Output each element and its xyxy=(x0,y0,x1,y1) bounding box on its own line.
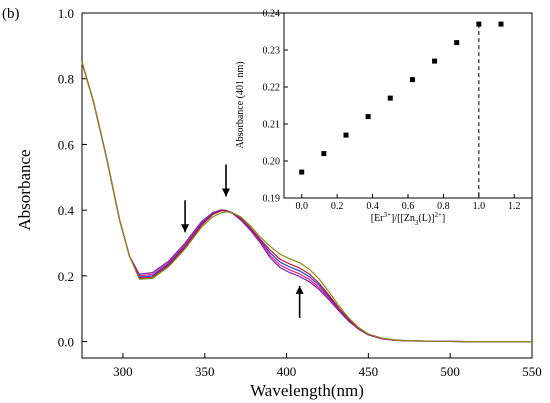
main-y-tick-label: 0.8 xyxy=(58,72,74,87)
inset-x-tick-label: 0.6 xyxy=(402,201,415,212)
main-x-tick-label: 550 xyxy=(522,364,542,379)
inset-y-axis-title: Absorbance (401 nm) xyxy=(235,61,246,148)
main-y-ticks: 0.0 0.2 0.4 0.6 0.8 1.0 xyxy=(58,6,87,350)
inset-x-tick-label: 0.8 xyxy=(437,201,450,212)
main-y-tick-label: 0.4 xyxy=(58,203,75,218)
inset-data-point xyxy=(409,77,415,83)
inset-data-point xyxy=(365,114,371,120)
inset-y-ticks: 0.19 0.20 0.21 0.22 0.23 0.24 xyxy=(263,9,288,205)
inset-y-tick-label: 0.20 xyxy=(263,157,281,168)
inset-chart: 0.0 0.2 0.4 0.6 0.8 1.0 1.2 0.190.200.210.220.… xyxy=(235,9,533,227)
main-x-ticks: 300 350 400 450 500 550 xyxy=(113,353,542,379)
inset-y-tick-label: 0.19 xyxy=(263,194,281,205)
inset-x-tick-label: 1.0 xyxy=(473,201,486,212)
spectrum-line-5 xyxy=(81,62,532,343)
inset-data-point xyxy=(321,151,327,157)
main-chart: 300 350 400 450 500 550 0.0 0.2 0.4 0.6 0.8 1.0 Wa… xyxy=(15,6,542,400)
inset-data-point xyxy=(387,95,393,101)
inset-y-tick-label: 0.22 xyxy=(263,83,281,94)
main-arrows xyxy=(181,164,304,318)
main-x-tick-label: 300 xyxy=(113,364,133,379)
panel-label: (b) xyxy=(2,6,20,22)
inset-data-point xyxy=(343,132,349,138)
inset-y-tick-label: 0.24 xyxy=(263,9,281,20)
main-y-tick-label: 0.2 xyxy=(58,269,74,284)
main-x-tick-label: 350 xyxy=(195,364,215,379)
main-y-tick-label: 0.6 xyxy=(58,137,75,152)
main-y-tick-label: 0.0 xyxy=(58,335,74,350)
inset-x-tick-label: 0.0 xyxy=(295,201,308,212)
arrow-down-head xyxy=(181,224,190,233)
inset-plot-frame xyxy=(283,12,533,199)
main-y-axis-title: Absorbance xyxy=(15,149,34,230)
inset-data-point xyxy=(299,169,305,175)
inset-x-ticks: 0.0 0.2 0.4 0.6 0.8 1.0 1.2 xyxy=(295,194,521,212)
arrow-up-head xyxy=(295,285,304,294)
main-y-tick-label: 1.0 xyxy=(58,6,74,21)
arrow-down-head xyxy=(222,188,230,197)
inset-data-point xyxy=(498,21,504,27)
inset-x-tick-label: 0.4 xyxy=(366,201,379,212)
inset-data-point xyxy=(476,21,482,27)
inset-y-tick-label: 0.21 xyxy=(263,120,281,131)
inset-points-group xyxy=(299,21,504,198)
inset-data-point xyxy=(432,58,438,64)
main-x-tick-label: 500 xyxy=(440,364,460,379)
main-series-group xyxy=(81,62,532,343)
main-x-axis-title: Wavelength(nm) xyxy=(250,381,364,400)
inset-x-tick-label: 0.2 xyxy=(331,201,344,212)
main-plot-frame xyxy=(81,12,533,359)
inset-data-point xyxy=(454,40,460,46)
main-x-tick-label: 400 xyxy=(277,364,297,379)
inset-x-axis-title: [Er3+]/[[Zn3(L)]2+] xyxy=(371,211,446,227)
main-x-tick-label: 450 xyxy=(359,364,379,379)
inset-y-tick-label: 0.23 xyxy=(263,46,281,57)
inset-x-tick-label: 1.2 xyxy=(508,201,521,212)
